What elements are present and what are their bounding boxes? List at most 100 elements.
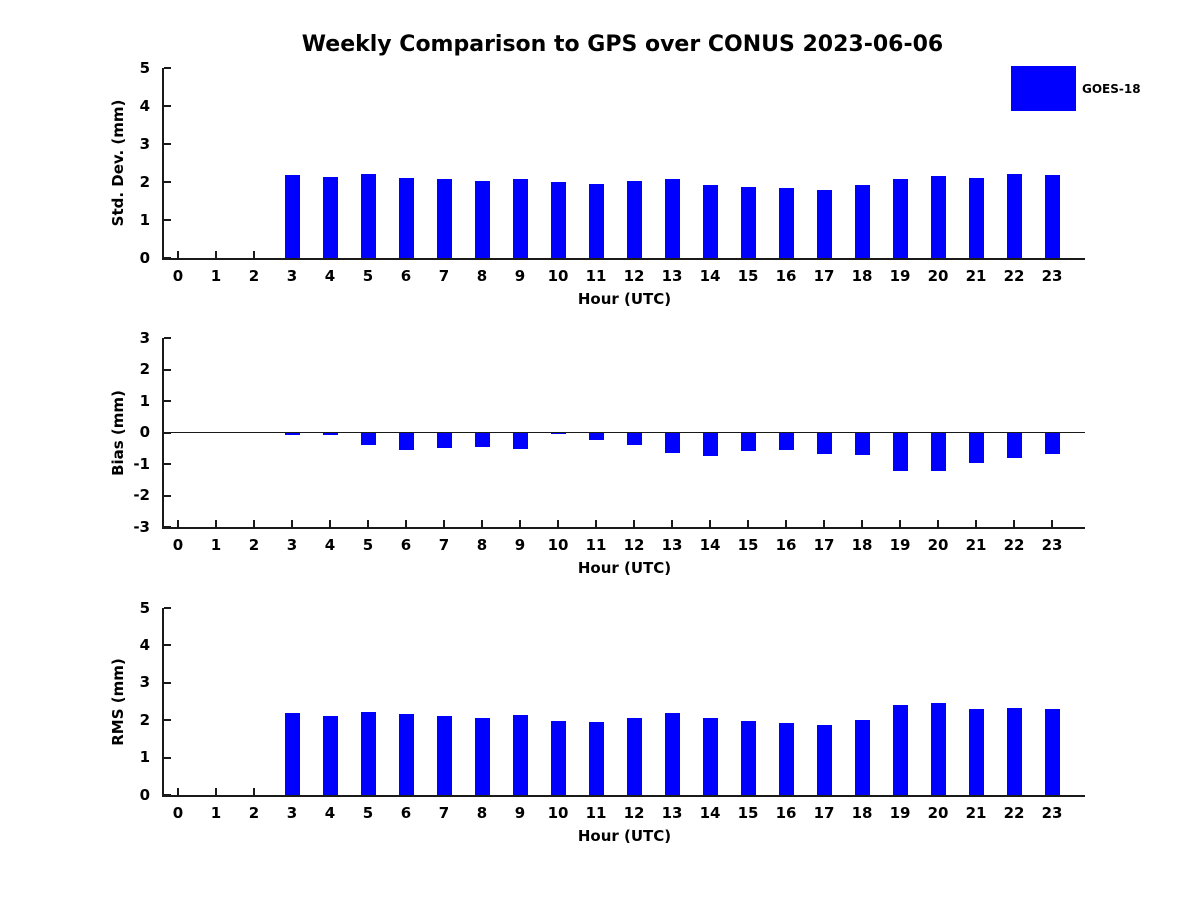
y-tick-mark bbox=[164, 337, 171, 339]
bar-hour-17 bbox=[816, 432, 832, 454]
x-tick-label: 2 bbox=[248, 804, 260, 822]
bar-hour-7 bbox=[436, 432, 452, 449]
legend: GOES-18 bbox=[1011, 66, 1141, 111]
x-tick-label: 16 bbox=[775, 804, 797, 822]
x-tick-mark bbox=[481, 520, 483, 527]
y-axis-label: RMS (mm) bbox=[109, 657, 127, 746]
x-axis-label: Hour (UTC) bbox=[577, 290, 672, 308]
x-tick-label: 22 bbox=[1003, 804, 1025, 822]
x-axis-label: Hour (UTC) bbox=[577, 559, 672, 577]
x-tick-label: 10 bbox=[547, 804, 569, 822]
x-tick-label: 19 bbox=[889, 804, 911, 822]
x-tick-label: 3 bbox=[286, 804, 298, 822]
x-tick-mark bbox=[405, 520, 407, 527]
x-tick-label: 7 bbox=[438, 536, 450, 554]
x-tick-mark bbox=[177, 251, 179, 258]
bar-hour-4 bbox=[322, 716, 338, 795]
x-tick-label: 11 bbox=[585, 536, 607, 554]
x-tick-label: 11 bbox=[585, 267, 607, 285]
y-tick-label: 5 bbox=[139, 58, 150, 77]
x-axis-label: Hour (UTC) bbox=[577, 827, 672, 845]
y-tick-label: -3 bbox=[133, 517, 150, 536]
bar-hour-6 bbox=[398, 713, 414, 795]
x-tick-label: 21 bbox=[965, 536, 987, 554]
x-tick-label: 1 bbox=[210, 536, 222, 554]
bar-hour-14 bbox=[702, 185, 718, 258]
y-tick-label: 1 bbox=[139, 748, 150, 767]
bar-hour-15 bbox=[740, 432, 756, 451]
bar-hour-23 bbox=[1044, 432, 1060, 454]
x-tick-label: 12 bbox=[623, 536, 645, 554]
x-tick-label: 12 bbox=[623, 267, 645, 285]
x-tick-mark bbox=[937, 520, 939, 527]
bar-hour-20 bbox=[930, 703, 946, 795]
y-tick-label: 1 bbox=[139, 391, 150, 410]
y-axis-label: Std. Dev. (mm) bbox=[109, 99, 127, 227]
y-tick-mark bbox=[164, 368, 171, 371]
x-tick-label: 6 bbox=[400, 804, 412, 822]
y-tick-label: 2 bbox=[139, 360, 150, 378]
bar-hour-9 bbox=[512, 179, 528, 258]
x-tick-label: 6 bbox=[400, 536, 412, 554]
y-tick-mark bbox=[164, 257, 171, 259]
x-tick-label: 15 bbox=[737, 536, 759, 554]
x-tick-label: 20 bbox=[927, 804, 949, 822]
x-tick-label: 0 bbox=[172, 267, 184, 285]
x-tick-mark bbox=[633, 520, 635, 527]
x-tick-label: 12 bbox=[623, 804, 645, 822]
bar-hour-14 bbox=[702, 718, 718, 795]
y-tick-label: 0 bbox=[139, 248, 150, 267]
x-tick-label: 18 bbox=[851, 804, 873, 822]
bar-hour-10 bbox=[550, 432, 566, 434]
x-tick-label: 16 bbox=[775, 536, 797, 554]
bar-hour-8 bbox=[474, 718, 490, 795]
x-tick-mark bbox=[557, 520, 559, 527]
chart-title: Weekly Comparison to GPS over CONUS 2023… bbox=[301, 32, 944, 57]
bar-hour-12 bbox=[626, 432, 642, 446]
bar-hour-6 bbox=[398, 432, 414, 451]
x-tick-label: 9 bbox=[514, 536, 526, 554]
y-tick-mark bbox=[164, 607, 171, 609]
x-tick-mark bbox=[709, 520, 711, 527]
y-tick-label: 1 bbox=[139, 210, 150, 229]
x-tick-label: 15 bbox=[737, 267, 759, 285]
bar-hour-14 bbox=[702, 432, 718, 457]
x-tick-mark bbox=[253, 520, 255, 527]
bar-hour-5 bbox=[360, 711, 376, 795]
x-tick-label: 2 bbox=[248, 267, 260, 285]
x-tick-mark bbox=[975, 520, 977, 527]
x-tick-mark bbox=[747, 520, 749, 527]
bar-hour-16 bbox=[778, 432, 794, 451]
bar-hour-5 bbox=[360, 432, 376, 446]
y-tick-mark bbox=[164, 644, 171, 647]
y-tick-mark bbox=[164, 494, 171, 497]
x-tick-mark bbox=[215, 520, 217, 527]
x-tick-mark bbox=[595, 520, 597, 527]
y-tick-label: 4 bbox=[139, 635, 150, 654]
x-tick-label: 10 bbox=[547, 536, 569, 554]
subplot-rms: RMS (mm) Hour (UTC) 0 1 2 3 4 5 0 1 2 3 4 5 6 7 8 9 10 11… bbox=[109, 600, 1085, 845]
x-tick-label: 15 bbox=[737, 804, 759, 822]
x-tick-mark bbox=[519, 520, 521, 527]
bar-hour-8 bbox=[474, 432, 490, 447]
bar-hour-19 bbox=[892, 179, 908, 258]
y-tick-mark bbox=[164, 181, 171, 183]
x-tick-label: 4 bbox=[324, 267, 336, 285]
bar-hour-15 bbox=[740, 721, 756, 795]
bar-hour-10 bbox=[550, 182, 566, 258]
bar-hour-11 bbox=[588, 722, 604, 795]
bar-hour-18 bbox=[854, 432, 870, 455]
y-tick-mark bbox=[164, 400, 171, 402]
bar-hour-12 bbox=[626, 718, 642, 795]
bar-hour-17 bbox=[816, 190, 832, 258]
x-tick-mark bbox=[785, 520, 787, 527]
bar-hour-19 bbox=[892, 432, 908, 471]
bar-hour-4 bbox=[322, 177, 338, 258]
x-tick-label: 22 bbox=[1003, 536, 1025, 554]
x-tick-label: 1 bbox=[210, 267, 222, 285]
x-tick-label: 17 bbox=[813, 804, 835, 822]
x-tick-label: 5 bbox=[362, 267, 374, 285]
x-tick-label: 20 bbox=[927, 536, 949, 554]
